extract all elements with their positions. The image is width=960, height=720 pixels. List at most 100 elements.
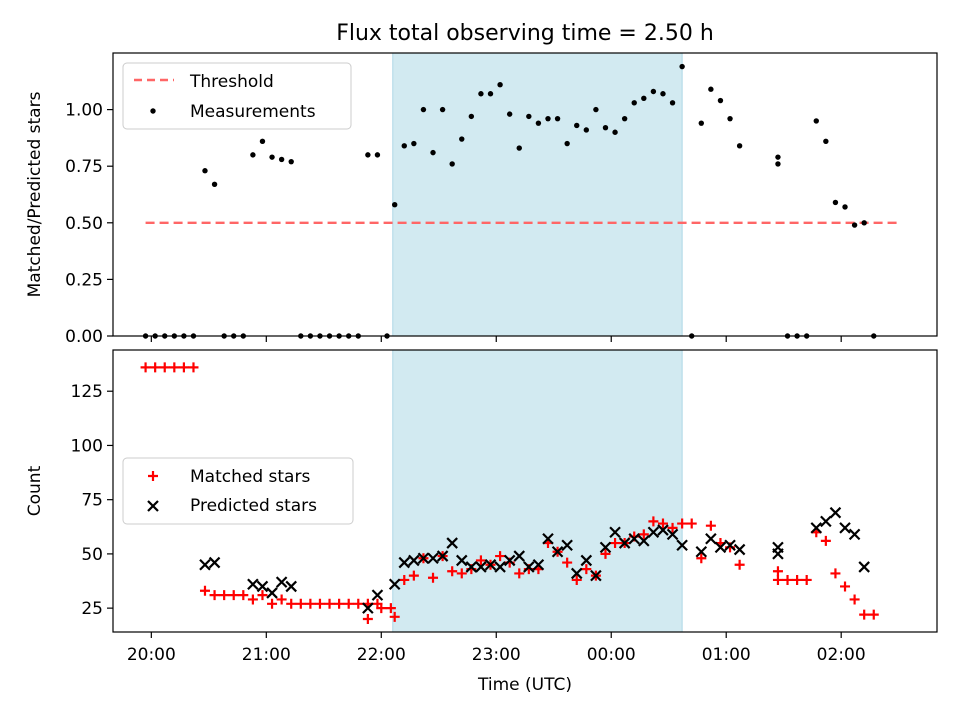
matched-point <box>600 548 611 559</box>
matched-point <box>267 598 278 609</box>
measurement-point <box>698 120 704 126</box>
measurement-point <box>621 115 628 122</box>
measurement-point <box>411 140 417 147</box>
matched-point <box>696 553 707 564</box>
measurement-point <box>269 154 275 160</box>
measurement-point <box>459 136 465 142</box>
measurement-point <box>583 127 590 133</box>
legend-predicted-swatch <box>147 500 159 512</box>
matched-point <box>219 590 230 601</box>
matched-point <box>376 603 387 614</box>
predicted-point <box>772 548 784 560</box>
legend: Matched stars Predicted stars <box>122 457 354 525</box>
y-axis-ticks: 0.00 0.25 0.50 0.75 1.00 <box>65 101 113 347</box>
predicted-point <box>618 537 631 549</box>
measurement-point <box>717 97 724 104</box>
matched-point <box>150 362 161 373</box>
matched-point <box>456 568 467 579</box>
matched-point <box>562 557 573 568</box>
legend-box <box>122 62 352 130</box>
measurement-point <box>813 118 819 124</box>
y-tick-label: 0.75 <box>65 157 103 177</box>
predicted-point <box>475 561 487 573</box>
measurement-point <box>727 115 733 122</box>
measurement-point <box>374 152 381 158</box>
y-tick-label: 25 <box>81 599 103 619</box>
measurement-point <box>631 100 637 106</box>
ratio-panel: 0.00 0.25 0.50 0.75 1.00 Matched/Predicted s… <box>25 52 938 347</box>
y-tick-label: 0.00 <box>65 327 103 347</box>
matched-point <box>140 362 151 373</box>
measurement-point <box>420 106 427 113</box>
measurement-point <box>487 91 494 97</box>
predicted-point <box>513 550 526 562</box>
predicted-point <box>446 537 458 549</box>
x-tick-label: 02:00 <box>817 645 866 665</box>
matched-point <box>514 568 525 579</box>
matched-point <box>159 362 170 373</box>
x-tick-label: 20:00 <box>127 645 176 665</box>
matched-point <box>286 598 297 609</box>
predicted-point <box>285 580 297 593</box>
matched-point <box>571 574 582 585</box>
matched-point <box>238 590 249 601</box>
x-tick-label: 01:00 <box>702 645 751 665</box>
predicted-point <box>714 541 727 554</box>
measurement-point <box>278 156 285 163</box>
measurement-point <box>823 138 829 144</box>
matched-point <box>305 598 316 609</box>
matched-point <box>295 598 306 609</box>
measurement-point <box>401 143 407 149</box>
predicted-point <box>362 602 374 614</box>
matched-point <box>705 520 716 531</box>
predicted-point <box>523 561 535 573</box>
matched-point <box>169 362 180 373</box>
measurement-point <box>259 138 266 144</box>
matched-point <box>199 585 210 596</box>
measurement-point <box>506 111 513 117</box>
predicted-point <box>484 558 497 571</box>
count-panel: 25 50 75 100 125 20:00 21:00 22:00 23:00 00:00 01… <box>25 349 938 695</box>
measurement-point <box>288 158 294 165</box>
matched-point <box>820 535 831 546</box>
legend-matched-label: Matched stars <box>190 467 310 487</box>
measurement-point <box>439 106 446 113</box>
measurement-point <box>574 122 580 129</box>
matched-point <box>276 594 287 605</box>
predicted-point <box>676 539 688 552</box>
matched-point <box>188 362 199 373</box>
matched-point <box>475 555 486 566</box>
chart-title: Flux total observing time = 2.50 h <box>336 21 714 46</box>
measurement-point <box>430 149 436 156</box>
predicted-point <box>820 515 832 528</box>
x-tick-label: 22:00 <box>357 645 406 665</box>
x-tick-label: 21:00 <box>242 645 291 665</box>
measurement-point <box>516 145 522 151</box>
predicted-point <box>427 552 439 565</box>
matched-point <box>428 572 439 583</box>
matched-point <box>362 613 373 624</box>
matched-point <box>801 574 812 585</box>
measurement-point <box>708 86 714 92</box>
measurement-point <box>669 100 676 106</box>
shaded-span <box>392 349 683 633</box>
measurement-point <box>593 106 599 113</box>
matched-point <box>314 598 325 609</box>
legend: Threshold Measurements <box>122 62 352 130</box>
matched-point <box>178 362 189 373</box>
matched-point <box>840 581 851 592</box>
predicted-point <box>647 526 660 538</box>
measurement-point <box>545 115 551 122</box>
matched-point <box>772 566 783 577</box>
predicted-point <box>657 524 669 536</box>
x-tick-label: 23:00 <box>472 645 521 665</box>
matched-point <box>385 603 396 614</box>
legend-box <box>122 457 354 525</box>
measurement-point <box>391 201 398 208</box>
matched-point <box>399 574 410 585</box>
predicted-point <box>388 578 401 591</box>
matched-point <box>772 574 783 585</box>
predicted-point <box>371 589 384 601</box>
predicted-point <box>408 554 420 567</box>
